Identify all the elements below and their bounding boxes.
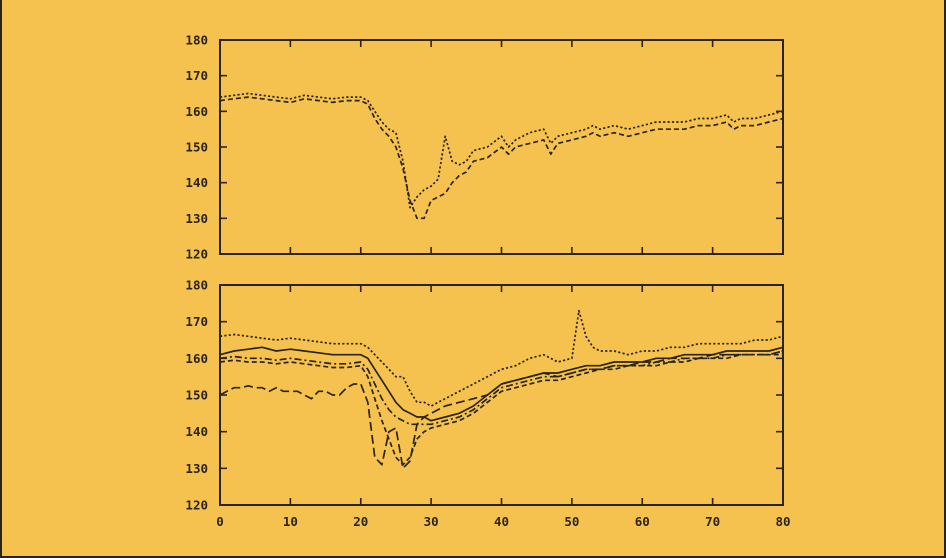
x-tick-label: 30 [424,514,439,529]
plot-frame-2 [219,284,784,506]
series-line-1-2 [219,96,784,220]
series-line-2-3 [219,350,784,426]
series-line-2-5 [219,350,784,470]
y-tick-label: 120 [185,498,208,513]
y-tick-label: 130 [185,211,208,226]
y-tick-label: 130 [185,461,208,476]
x-tick-label: 40 [494,514,509,529]
y-tick-label: 160 [185,104,208,119]
series-line-2-4 [219,353,783,466]
y-tick-label: 150 [185,388,208,403]
x-tick-label: 80 [775,514,790,529]
y-tick-label: 160 [185,351,208,366]
y-tick-label: 170 [185,68,208,83]
series-line-2-2 [219,346,784,422]
x-tick-label: 10 [283,514,298,529]
y-tick-label: 180 [185,33,208,48]
y-tick-label: 140 [185,175,208,190]
y-tick-label: 140 [185,424,208,439]
series-line-2-1 [219,309,784,407]
x-tick-label: 20 [353,514,368,529]
series-line-1-1 [219,92,784,209]
y-tick-label: 170 [185,314,208,329]
x-tick-label: 0 [216,514,224,529]
y-tick-label: 180 [185,278,208,293]
x-tick-label: 60 [635,514,650,529]
y-tick-label: 120 [185,247,208,262]
x-tick-label: 50 [564,514,579,529]
y-tick-label: 150 [185,140,208,155]
x-tick-label: 70 [705,514,720,529]
